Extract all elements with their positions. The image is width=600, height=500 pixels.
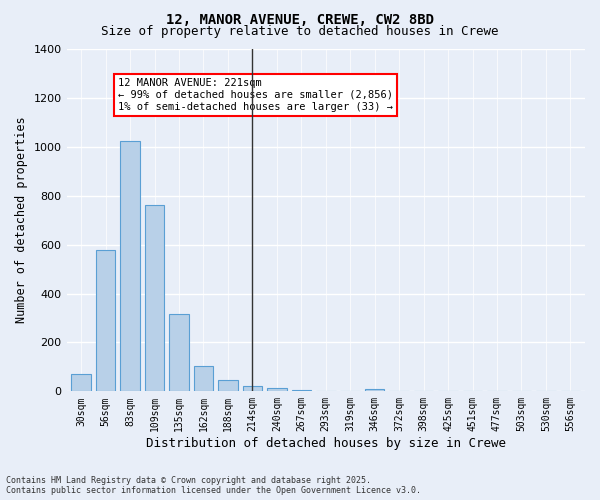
Bar xyxy=(121,140,140,392)
Text: 12, MANOR AVENUE, CREWE, CW2 8BD: 12, MANOR AVENUE, CREWE, CW2 8BD xyxy=(166,12,434,26)
Bar xyxy=(145,206,164,392)
Bar xyxy=(194,366,213,392)
Bar xyxy=(267,388,287,392)
Text: Size of property relative to detached houses in Crewe: Size of property relative to detached ho… xyxy=(101,25,499,38)
Bar xyxy=(96,250,115,392)
Y-axis label: Number of detached properties: Number of detached properties xyxy=(15,117,28,324)
X-axis label: Distribution of detached houses by size in Crewe: Distribution of detached houses by size … xyxy=(146,437,506,450)
Text: 12 MANOR AVENUE: 221sqm
← 99% of detached houses are smaller (2,856)
1% of semi-: 12 MANOR AVENUE: 221sqm ← 99% of detache… xyxy=(118,78,393,112)
Text: Contains HM Land Registry data © Crown copyright and database right 2025.
Contai: Contains HM Land Registry data © Crown c… xyxy=(6,476,421,495)
Bar xyxy=(71,374,91,392)
Bar xyxy=(169,314,189,392)
Bar xyxy=(292,390,311,392)
Bar xyxy=(365,390,385,392)
Bar xyxy=(242,386,262,392)
Bar xyxy=(218,380,238,392)
